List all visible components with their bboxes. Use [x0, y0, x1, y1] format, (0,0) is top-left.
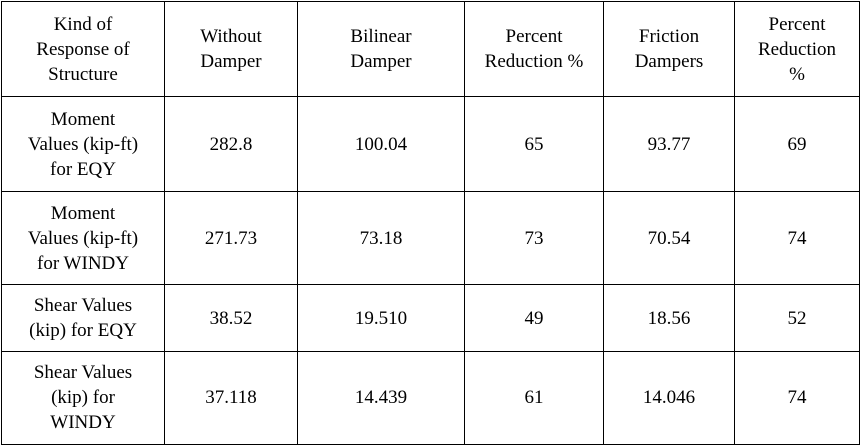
table-row: Moment Values (kip-ft) for EQY 282.8 100…	[1, 96, 860, 193]
header-text-line: Bilinear	[350, 26, 412, 48]
row-label-line: Moment	[50, 202, 116, 224]
cell-percent-reduction-bilinear: 65	[464, 96, 604, 193]
row-label-line: Values (kip-ft)	[27, 227, 139, 249]
row-label-line: for WINDY	[37, 252, 129, 274]
cell-friction-dampers: 70.54	[603, 191, 735, 286]
row-label: Shear Values (kip) for EQY	[1, 284, 165, 352]
header-row: Kind of Response of Structure Without Da…	[1, 0, 860, 98]
table-row: Shear Values (kip) for EQY 38.52 19.510 …	[1, 284, 860, 352]
table-row: Shear Values (kip) for WINDY 37.118 14.4…	[1, 350, 860, 446]
cell-bilinear-damper: 73.18	[297, 191, 465, 286]
cell-percent-reduction-friction: 74	[734, 350, 860, 446]
header-kind-of-response: Kind of Response of Structure	[1, 0, 165, 98]
row-label-line: WINDY	[50, 412, 116, 434]
cell-bilinear-damper: 100.04	[297, 96, 465, 193]
row-label: Shear Values (kip) for WINDY	[1, 350, 165, 446]
row-label-line: (kip) for	[51, 387, 115, 409]
row-label-line: for EQY	[50, 158, 116, 180]
header-text-line: Without	[200, 26, 262, 48]
header-without-damper: Without Damper	[164, 0, 298, 98]
row-label-line: Moment	[50, 108, 116, 130]
row-label-line: Shear Values	[33, 362, 133, 384]
header-text-line: Kind of	[53, 13, 113, 35]
cell-percent-reduction-friction: 69	[734, 96, 860, 193]
cell-friction-dampers: 18.56	[603, 284, 735, 352]
row-label-line: Shear Values	[33, 295, 133, 317]
header-text-line: Damper	[350, 51, 412, 73]
cell-without-damper: 271.73	[164, 191, 298, 286]
cell-friction-dampers: 93.77	[603, 96, 735, 193]
cell-without-damper: 38.52	[164, 284, 298, 352]
cell-bilinear-damper: 14.439	[297, 350, 465, 446]
header-percent-reduction-bilinear: Percent Reduction %	[464, 0, 604, 98]
header-text-line: Damper	[200, 51, 262, 73]
cell-percent-reduction-friction: 74	[734, 191, 860, 286]
header-bilinear-damper: Bilinear Damper	[297, 0, 465, 98]
header-text-line: Percent	[505, 26, 563, 48]
cell-without-damper: 282.8	[164, 96, 298, 193]
header-text-line: Response of	[36, 38, 130, 60]
header-text-line: Reduction %	[484, 51, 584, 73]
row-label: Moment Values (kip-ft) for EQY	[1, 96, 165, 193]
cell-bilinear-damper: 19.510	[297, 284, 465, 352]
row-label-line: Values (kip-ft)	[27, 133, 139, 155]
header-text-line: Reduction	[757, 38, 837, 60]
header-text-line: Structure	[48, 63, 118, 85]
header-text-line: Dampers	[634, 51, 704, 73]
cell-friction-dampers: 14.046	[603, 350, 735, 446]
cell-percent-reduction-bilinear: 61	[464, 350, 604, 446]
row-label: Moment Values (kip-ft) for WINDY	[1, 191, 165, 286]
cell-without-damper: 37.118	[164, 350, 298, 446]
header-text-line: Friction	[638, 26, 700, 48]
cell-percent-reduction-bilinear: 49	[464, 284, 604, 352]
header-text-line: Percent	[768, 13, 826, 35]
header-text-line: %	[789, 63, 805, 85]
header-percent-reduction-friction: Percent Reduction %	[734, 0, 860, 98]
cell-percent-reduction-friction: 52	[734, 284, 860, 352]
row-label-line: (kip) for EQY	[29, 320, 137, 342]
cell-percent-reduction-bilinear: 73	[464, 191, 604, 286]
table-row: Moment Values (kip-ft) for WINDY 271.73 …	[1, 191, 860, 286]
header-friction-dampers: Friction Dampers	[603, 0, 735, 98]
